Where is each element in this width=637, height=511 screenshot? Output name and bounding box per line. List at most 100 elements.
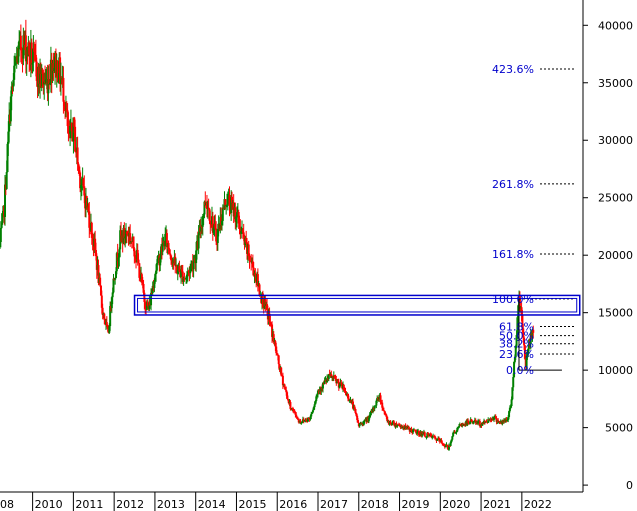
candle-body <box>334 377 337 379</box>
candle-body <box>510 399 513 406</box>
candle-body <box>99 277 102 286</box>
candle-body <box>381 402 384 408</box>
candle <box>532 325 535 339</box>
candle-body <box>0 227 2 243</box>
x-tick-label: 2021 <box>483 498 511 511</box>
candle <box>120 221 123 243</box>
candle-body <box>440 439 443 443</box>
candle <box>423 431 426 437</box>
candle-body <box>389 421 392 424</box>
candle-body <box>248 255 251 261</box>
candle-body <box>283 384 286 388</box>
candle <box>88 201 91 238</box>
candle-body <box>63 101 66 107</box>
candle-body <box>110 297 113 309</box>
candle-body <box>433 436 436 438</box>
candle-body <box>95 255 98 270</box>
candle-body <box>382 407 385 411</box>
candle <box>374 405 377 407</box>
candle-body <box>182 278 185 282</box>
candle-body <box>395 423 398 426</box>
candle-body <box>205 202 208 209</box>
candle <box>354 408 357 415</box>
candle-body <box>180 269 183 272</box>
candle-body <box>410 428 413 432</box>
candle-body <box>119 230 122 250</box>
candle-body <box>59 78 62 84</box>
candle <box>79 178 82 201</box>
candle <box>478 418 481 428</box>
candle <box>450 439 453 444</box>
candle-body <box>22 35 25 59</box>
y-tick-label: 5000 <box>605 422 633 435</box>
candle-body <box>406 426 409 428</box>
fibonacci-levels: 423.6%261.8%161.8%100.0%61.8%50.0%38.2%2… <box>492 63 575 377</box>
candle <box>287 399 290 405</box>
candle-body <box>66 110 69 127</box>
candle-body <box>431 436 434 438</box>
candle-body <box>145 302 148 310</box>
candle-body <box>346 394 349 399</box>
candle-body <box>523 337 526 346</box>
candle-body <box>10 86 13 97</box>
candle <box>337 378 340 391</box>
candle <box>17 42 20 65</box>
candle-body <box>200 226 203 232</box>
candle <box>297 418 300 424</box>
candle <box>178 260 181 272</box>
candle-body <box>59 57 62 84</box>
candle-body <box>146 302 149 306</box>
candle-body <box>285 389 288 393</box>
candle <box>90 221 93 245</box>
candle-body <box>310 413 313 417</box>
candle <box>516 316 519 340</box>
candle-body <box>225 204 228 206</box>
candle <box>224 199 227 210</box>
candle-body <box>123 227 126 239</box>
candle-body <box>136 249 139 260</box>
candle <box>230 191 233 210</box>
candle-body <box>292 410 295 412</box>
candle-body <box>291 408 294 411</box>
candle-body <box>468 422 471 424</box>
candle-body <box>144 301 147 309</box>
candle-body <box>385 414 388 417</box>
candle-body <box>357 420 360 423</box>
candle-body <box>347 398 350 402</box>
candle-body <box>90 222 93 238</box>
y-tick-label: 25000 <box>598 192 633 205</box>
candle-body <box>417 430 420 436</box>
candle-body <box>455 431 458 433</box>
candle-body <box>447 445 450 450</box>
candle-body <box>456 427 459 432</box>
candle-body <box>252 267 255 276</box>
candle-body <box>80 183 83 186</box>
y-tick: 5000 <box>583 422 633 435</box>
candle-body <box>497 420 500 423</box>
candle-body <box>430 434 433 438</box>
candle-body <box>114 278 117 280</box>
y-tick-label: 0 <box>626 479 633 492</box>
candle-body <box>235 216 238 222</box>
candle-body <box>7 131 10 144</box>
candle-body <box>286 392 289 399</box>
candle-body <box>296 417 299 419</box>
fib-level: 0.0% <box>506 364 562 377</box>
candle-body <box>76 147 79 164</box>
candle-body <box>275 346 278 354</box>
fib-level: 261.8% <box>492 178 575 191</box>
candle <box>19 24 22 63</box>
candle-body <box>106 325 109 329</box>
candle <box>144 298 147 314</box>
candle-body <box>230 196 233 203</box>
candle-body <box>434 437 437 439</box>
fib-label: 161.8% <box>492 248 534 261</box>
candle-body <box>516 317 519 336</box>
candle <box>289 400 292 411</box>
candle <box>306 417 309 422</box>
candle-body <box>289 402 292 409</box>
x-tick: 2021 <box>480 492 511 511</box>
x-tick: 2012 <box>113 492 144 511</box>
candle-body <box>31 62 34 65</box>
